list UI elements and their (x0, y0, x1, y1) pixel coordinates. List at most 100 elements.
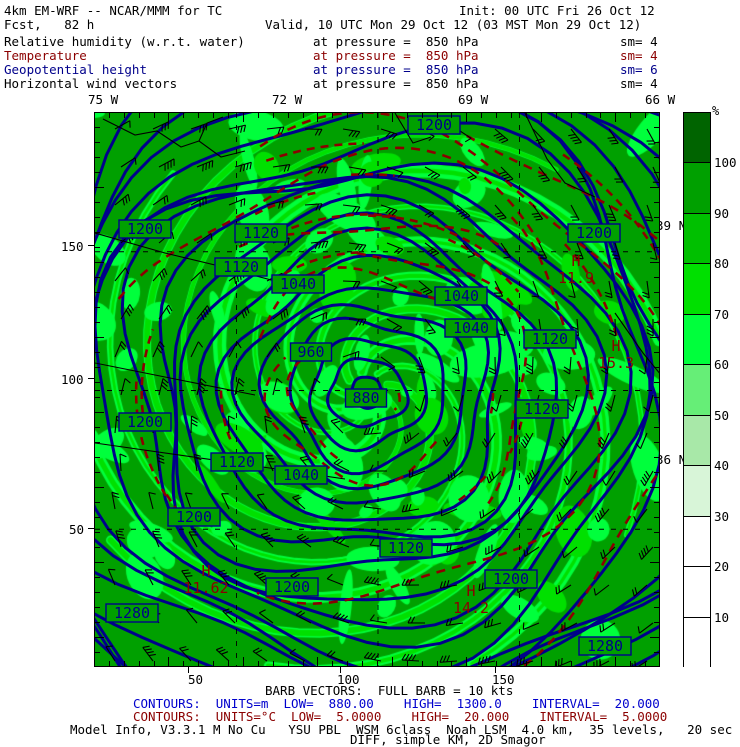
wind-barb-feather (421, 288, 427, 291)
tick-right-20 (650, 412, 659, 413)
tick-bottom-9 (228, 661, 229, 666)
colorbar-label-10: 10 (714, 610, 729, 625)
wind-barb-feather (163, 379, 168, 384)
wind-barb-feather (568, 404, 573, 409)
wind-barb-feather (353, 207, 357, 213)
tick-right-17 (654, 367, 659, 368)
wind-barb-feather (408, 617, 411, 623)
wind-barb-feather (639, 370, 645, 374)
wind-barb-feather (468, 255, 475, 257)
field-name-geopotential-height: Geopotential height (4, 63, 147, 76)
wind-barb-feather (241, 200, 242, 207)
wind-barb-feather (524, 436, 528, 442)
wind-barb-feather (293, 495, 300, 497)
wind-barb (402, 660, 419, 661)
tick-top-20 (392, 113, 393, 122)
wind-barb-feather (359, 245, 363, 251)
wind-barb-feather (319, 129, 322, 135)
wind-barb-feather (528, 475, 531, 481)
wind-barb-feather (491, 619, 492, 626)
wind-barb-feather (402, 505, 404, 512)
wind-barb (573, 395, 577, 411)
wind-barb-feather (646, 220, 653, 221)
colorbar-label-20: 20 (714, 559, 729, 574)
wind-barb-feather (180, 647, 187, 649)
wind-barb-feather (539, 175, 546, 176)
tick-left-5 (95, 187, 104, 188)
tick-bottom-36 (630, 661, 631, 666)
tick-bottom-8 (213, 661, 214, 666)
wind-barb-feather (633, 589, 635, 596)
tick-left-19 (95, 397, 100, 398)
contour-label-1040: 1040 (443, 287, 479, 305)
wind-barb-feather (447, 545, 448, 552)
wind-barb-feather (405, 654, 409, 660)
contour-label-1120: 1120 (223, 258, 259, 276)
wind-barb-feather (302, 459, 309, 461)
wind-barb-feather (494, 133, 501, 136)
wind-barb-feather (573, 140, 580, 141)
wind-barb (253, 651, 267, 661)
wind-barb-feather (447, 655, 450, 662)
tick-bottom-7 (198, 661, 199, 666)
tick-left-17 (95, 367, 100, 368)
wind-barb-feather (370, 615, 374, 621)
tick-right-14 (654, 322, 659, 323)
colorbar-band-2 (684, 214, 710, 264)
colorbar-band-9 (684, 567, 710, 617)
wind-barb (191, 342, 198, 357)
tick-right-33 (654, 607, 659, 608)
wind-barb-feather (206, 163, 207, 170)
contour-label-1120: 1120 (219, 453, 255, 471)
wind-barb-feather (244, 125, 246, 132)
wind-barb-feather (526, 478, 529, 484)
wind-barb-feather (386, 208, 391, 213)
wind-barb-feather (635, 587, 637, 594)
wind-barb-feather (125, 379, 130, 384)
wind-barb-feather (411, 617, 414, 623)
wind-barb-feather (595, 516, 598, 522)
wind-barb-feather (632, 663, 633, 667)
wind-barb-feather (155, 538, 162, 539)
tick-top-5 (168, 113, 169, 122)
temp-extremum-type-1: H (466, 582, 475, 600)
wind-barb-feather (120, 344, 125, 349)
contour-label-1040: 1040 (283, 466, 319, 484)
wind-barb-feather (333, 421, 340, 423)
wind-barb (216, 650, 229, 661)
y-ticklabel-150: 150 (61, 239, 84, 254)
wind-barb-feather (185, 493, 192, 494)
wind-barb-feather (315, 129, 318, 135)
colorbar-label-100: 100 (714, 155, 737, 170)
field-sm-wind-vectors: sm= 4 (620, 77, 658, 90)
tick-left-14 (95, 322, 100, 323)
wind-barb (149, 493, 153, 510)
wind-barb-feather (650, 258, 657, 260)
wind-barb-feather (300, 536, 306, 539)
tick-top-23 (437, 113, 438, 118)
tick-left-9 (95, 247, 100, 248)
tick-bottom-17 (347, 661, 348, 666)
wind-barb (349, 243, 366, 245)
wind-barb-feather (536, 219, 543, 220)
wind-barb-feather (287, 309, 288, 316)
wind-barb-feather (108, 569, 115, 570)
wind-barb-feather (331, 419, 338, 421)
tick-ylab-0 (88, 245, 94, 246)
wind-barb-feather (434, 175, 440, 179)
wind-barb-feather (392, 210, 397, 215)
wind-barb (485, 623, 501, 628)
tick-top-28 (511, 113, 512, 118)
tick-top-36 (630, 113, 631, 118)
wind-barb-feather (611, 143, 618, 144)
tick-top-30 (541, 113, 542, 122)
wind-barb-feather (418, 372, 425, 373)
wind-barb-feather (470, 177, 476, 180)
wind-barb-feather (229, 416, 235, 419)
wind-barb-feather (219, 649, 226, 652)
wind-barb-feather (334, 459, 340, 463)
wind-barb (387, 319, 402, 327)
wind-barb-feather (323, 314, 324, 321)
tick-top-18 (362, 113, 363, 118)
